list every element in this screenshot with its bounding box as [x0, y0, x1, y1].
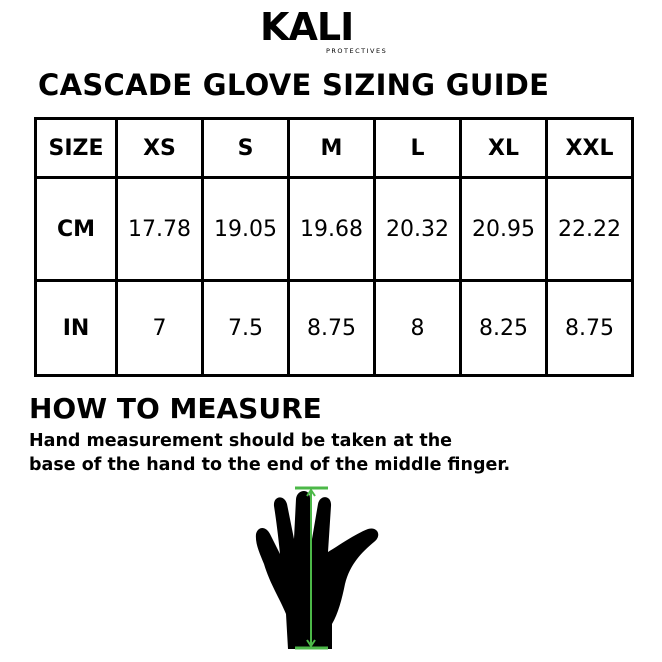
- table-cell: 8.75: [287, 279, 376, 377]
- table-cell: 7.5: [201, 279, 290, 377]
- table-cell: 20.32: [373, 176, 462, 282]
- header-cell: XL: [459, 117, 548, 179]
- table-cell: 17.78: [115, 176, 204, 282]
- hand-measure-icon: [255, 486, 379, 650]
- page-title: CASCADE GLOVE SIZING GUIDE: [38, 68, 550, 102]
- header-cell: SIZE: [34, 117, 118, 179]
- kali-logo: KALI PROTECTIVES: [260, 6, 387, 55]
- how-to-heading: HOW TO MEASURE: [29, 392, 322, 425]
- how-to-description: Hand measurement should be taken at the …: [29, 429, 510, 477]
- header-cell: XS: [115, 117, 204, 179]
- row-label: IN: [34, 279, 118, 377]
- table-cell: 7: [115, 279, 204, 377]
- measure-line: [295, 486, 328, 650]
- table-cell: 19.68: [287, 176, 376, 282]
- header-cell: L: [373, 117, 462, 179]
- table-cell: 8: [373, 279, 462, 377]
- header-cell: XXL: [545, 117, 634, 179]
- table-row: IN 7 7.5 8.75 8 8.25 8.75: [34, 279, 634, 377]
- table-cell: 8.75: [545, 279, 634, 377]
- table-cell: 8.25: [459, 279, 548, 377]
- table-cell: 19.05: [201, 176, 290, 282]
- table-row: CM 17.78 19.05 19.68 20.32 20.95 22.22: [34, 176, 634, 282]
- header-cell: M: [287, 117, 376, 179]
- table-header-row: SIZE XS S M L XL XXL: [34, 117, 634, 179]
- svg-text:KALI: KALI: [260, 6, 353, 49]
- description-line: base of the hand to the end of the middl…: [29, 455, 511, 475]
- table-cell: 22.22: [545, 176, 634, 282]
- row-label: CM: [34, 176, 118, 282]
- svg-text:PROTECTIVES: PROTECTIVES: [326, 47, 387, 55]
- table-cell: 20.95: [459, 176, 548, 282]
- header-cell: S: [201, 117, 290, 179]
- description-line: Hand measurement should be taken at the: [29, 431, 453, 451]
- size-table: SIZE XS S M L XL XXL CM 17.78 19.05 19.6…: [34, 117, 634, 377]
